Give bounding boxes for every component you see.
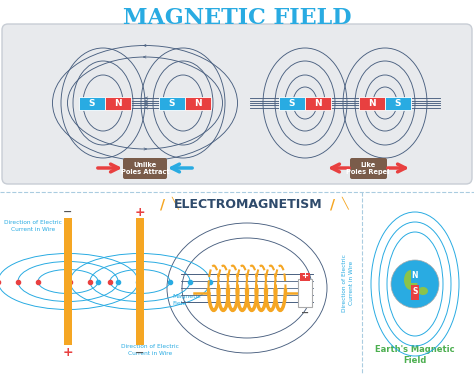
Text: S: S xyxy=(89,99,95,108)
Bar xyxy=(411,268,419,283)
Text: Direction of Electric
Current in Wire: Direction of Electric Current in Wire xyxy=(121,344,179,355)
Text: Direction of Electric
Current in Wire: Direction of Electric Current in Wire xyxy=(342,254,354,312)
Text: −: − xyxy=(64,207,73,217)
Bar xyxy=(305,96,331,109)
Text: /: / xyxy=(160,197,165,211)
Text: −: − xyxy=(135,348,145,358)
Bar xyxy=(298,279,312,307)
Bar xyxy=(385,96,411,109)
FancyBboxPatch shape xyxy=(123,158,167,179)
Text: Magnetic
Field: Magnetic Field xyxy=(172,294,201,306)
Text: N: N xyxy=(114,99,122,108)
Ellipse shape xyxy=(418,287,428,295)
FancyBboxPatch shape xyxy=(350,158,387,179)
Text: Like
Poles Repel: Like Poles Repel xyxy=(346,162,390,175)
Text: S: S xyxy=(395,99,401,108)
Text: Direction of Electric
Current in Wire: Direction of Electric Current in Wire xyxy=(4,220,62,232)
Bar xyxy=(79,96,105,109)
Ellipse shape xyxy=(404,270,418,290)
Bar xyxy=(64,218,72,345)
Text: N: N xyxy=(314,99,322,108)
Bar xyxy=(159,96,185,109)
Text: Earth's Magnetic
Field: Earth's Magnetic Field xyxy=(375,345,455,365)
Text: +: + xyxy=(301,272,309,280)
Text: S: S xyxy=(289,99,295,108)
Bar xyxy=(300,273,310,281)
Text: Unlike
Poles Attract: Unlike Poles Attract xyxy=(121,162,169,175)
Text: MAGNETIC FIELD: MAGNETIC FIELD xyxy=(123,7,351,29)
Bar xyxy=(105,96,131,109)
Text: S: S xyxy=(412,288,418,297)
Text: −: − xyxy=(301,308,309,318)
Text: N: N xyxy=(368,99,376,108)
Bar xyxy=(279,96,305,109)
Text: ELECTROMAGNETISM: ELECTROMAGNETISM xyxy=(173,198,322,210)
Text: S: S xyxy=(169,99,175,108)
Text: +: + xyxy=(63,346,73,360)
Text: +: + xyxy=(135,206,146,219)
FancyBboxPatch shape xyxy=(2,24,472,184)
Text: ╲: ╲ xyxy=(342,196,348,209)
Text: /: / xyxy=(330,197,336,211)
Circle shape xyxy=(391,260,439,308)
Text: N: N xyxy=(194,99,202,108)
Bar xyxy=(411,285,419,300)
Text: N: N xyxy=(412,270,418,279)
Bar xyxy=(185,96,211,109)
Text: ╲: ╲ xyxy=(172,196,178,209)
Bar xyxy=(136,218,144,345)
Bar xyxy=(359,96,385,109)
